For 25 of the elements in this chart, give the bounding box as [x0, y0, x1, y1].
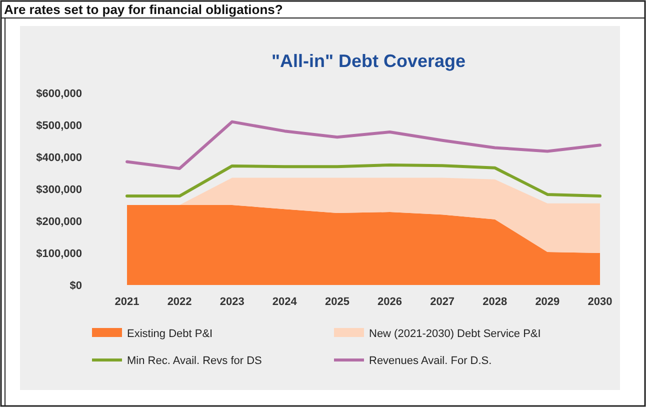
x-tick-label: 2026: [378, 296, 402, 308]
line-series: [126, 164, 602, 198]
y-tick-label: $200,000: [36, 216, 82, 228]
x-tick-label: 2022: [167, 296, 192, 308]
x-tick-label: 2025: [324, 296, 350, 308]
legend-label: Min Rec. Avail. Revs for DS: [127, 355, 262, 367]
y-tick-label: $100,000: [36, 248, 82, 260]
legend-label: Revenues Avail. For D.S.: [369, 355, 492, 367]
y-tick-label: $300,000: [36, 184, 82, 196]
chart-title: "All-in" Debt Coverage: [271, 51, 466, 71]
text: Are rates set to pay for financial obligations?: [4, 2, 283, 17]
y-tick-label: $0: [70, 280, 82, 292]
y-tick-label: $600,000: [36, 88, 82, 100]
x-tick-label: 2029: [535, 296, 560, 308]
x-tick-label: 2028: [482, 296, 508, 308]
x-tick-label: 2027: [430, 296, 455, 308]
legend-label: New (2021-2030) Debt Service P&I: [369, 328, 541, 340]
x-tick-label: 2023: [220, 296, 244, 308]
line-series: [126, 120, 602, 170]
legend-label: Existing Debt P&I: [127, 328, 213, 340]
y-tick-label: $400,000: [36, 152, 82, 164]
x-tick-label: 2021: [114, 296, 140, 308]
x-tick-label: 2024: [272, 296, 298, 308]
y-tick-label: $500,000: [36, 120, 82, 132]
x-tick-label: 2030: [588, 296, 612, 308]
